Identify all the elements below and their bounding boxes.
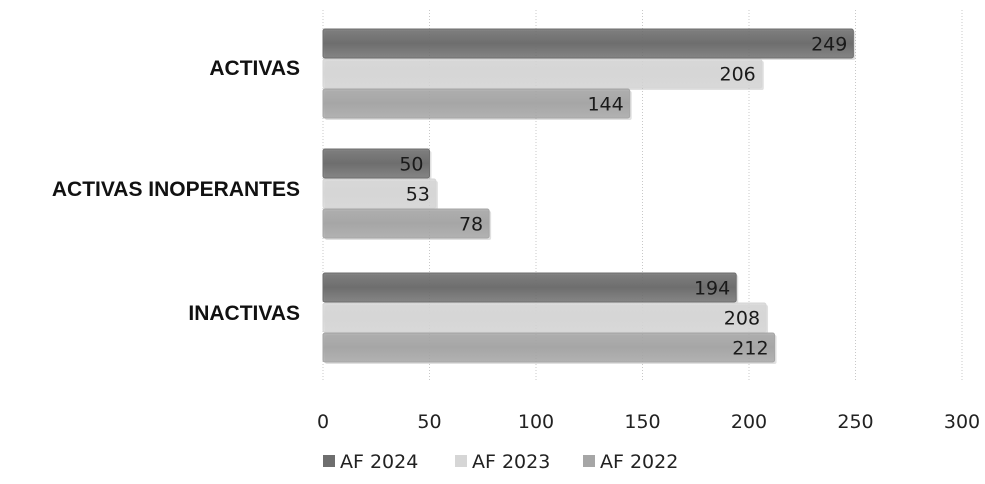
bar-af-2023-2 xyxy=(322,302,767,333)
bar-af-2022-1 xyxy=(322,208,490,239)
bar-af-2024-1 xyxy=(322,148,430,179)
legend-label: AF 2022 xyxy=(600,451,678,473)
legend-label: AF 2023 xyxy=(472,451,550,473)
bars xyxy=(322,28,856,364)
bar-value-label: 206 xyxy=(720,64,756,86)
x-tick-label: 250 xyxy=(837,411,873,433)
bar-value-label: 78 xyxy=(459,214,483,236)
bar-value-label: 50 xyxy=(399,154,423,176)
category-label: INACTIVAS xyxy=(188,302,300,325)
labels: 0 50 100 150 200 250 300 249 206 144 ACTIVAS 50 53 78… xyxy=(52,34,980,434)
bar-value-label: 194 xyxy=(694,278,730,300)
x-tick-label: 100 xyxy=(518,411,554,433)
bar-af-2022-0 xyxy=(322,88,631,119)
x-tick-label: 150 xyxy=(624,411,660,433)
bar-value-label: 208 xyxy=(724,308,760,330)
legend-swatch xyxy=(583,455,595,467)
x-tick-label: 50 xyxy=(417,411,441,433)
x-tick-label: 200 xyxy=(731,411,767,433)
x-tick-label: 0 xyxy=(317,411,329,433)
bar-value-label: 249 xyxy=(811,34,847,56)
legend-swatch xyxy=(455,455,467,467)
bar-value-label: 53 xyxy=(406,184,430,206)
x-tick-label: 300 xyxy=(944,411,980,433)
bar-af-2023-0 xyxy=(322,58,763,89)
legend-label: AF 2024 xyxy=(340,451,418,473)
bar-af-2022-2 xyxy=(322,332,776,363)
bar-af-2023-1 xyxy=(322,178,437,209)
category-label: ACTIVAS INOPERANTES xyxy=(52,178,300,201)
category-label: ACTIVAS xyxy=(209,57,300,80)
legend: AF 2024 AF 2023 AF 2022 xyxy=(323,451,678,473)
bar-value-label: 144 xyxy=(587,94,623,116)
legend-swatch xyxy=(323,455,335,467)
bar-af-2024-0 xyxy=(322,28,854,59)
bar-value-label: 212 xyxy=(732,338,768,360)
bar-af-2024-2 xyxy=(322,272,737,303)
